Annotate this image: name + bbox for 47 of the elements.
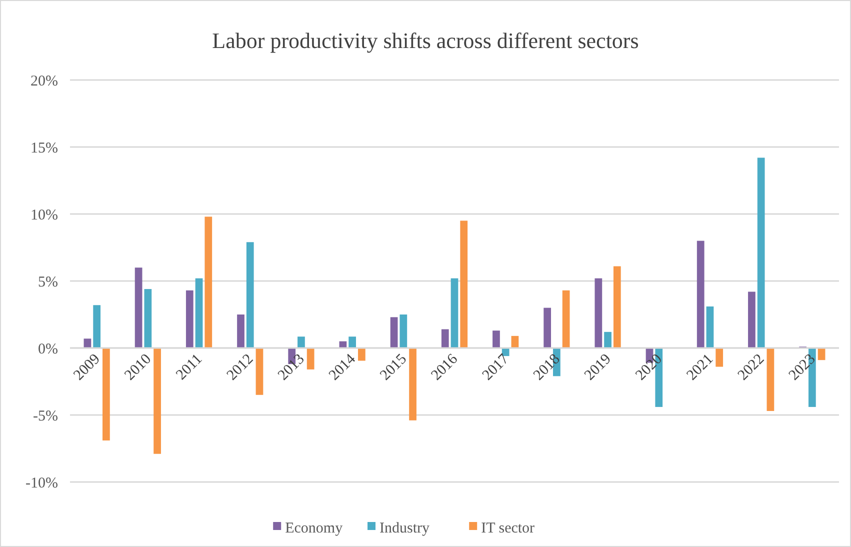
bar — [102, 348, 110, 440]
bar — [358, 348, 366, 361]
bar — [390, 317, 398, 348]
y-tick-label: 15% — [30, 140, 58, 156]
bar — [409, 348, 416, 420]
bar — [84, 338, 92, 348]
y-tick-label: -10% — [26, 475, 58, 492]
bar — [400, 314, 408, 348]
y-tick-label: 20% — [30, 73, 58, 90]
legend-label: Industry — [380, 520, 430, 536]
bar — [204, 216, 212, 348]
bar — [306, 348, 314, 370]
bar — [613, 266, 621, 348]
bar — [348, 336, 356, 348]
bar — [757, 158, 765, 348]
bar — [186, 290, 194, 348]
bar — [246, 242, 254, 348]
bar — [766, 348, 774, 411]
chart-title: Labor productivity shifts across different sectors — [212, 28, 639, 53]
bar — [562, 290, 570, 348]
legend-label: Economy — [285, 520, 344, 536]
bar — [195, 278, 203, 348]
bar — [511, 336, 519, 348]
bar — [298, 336, 305, 348]
x-tick-label: 2011 — [173, 351, 206, 384]
bar — [492, 330, 500, 348]
bar — [460, 220, 468, 348]
bar — [696, 240, 704, 348]
bar — [134, 268, 142, 348]
bar — [144, 289, 152, 348]
y-tick-label: 0% — [38, 341, 58, 358]
bar — [154, 348, 161, 454]
y-tick-label: 10% — [30, 207, 58, 224]
bar — [604, 332, 612, 348]
bar — [594, 278, 602, 348]
bar — [441, 329, 449, 348]
bar — [256, 348, 264, 395]
bar — [748, 292, 756, 348]
bar — [716, 348, 724, 367]
legend-label: IT sector — [481, 520, 535, 536]
bar — [93, 305, 101, 348]
bar — [544, 308, 552, 348]
bar — [706, 306, 714, 348]
y-tick-label: 5% — [38, 274, 58, 290]
bar — [450, 278, 458, 348]
bar — [237, 314, 244, 348]
y-tick-label: -5% — [33, 408, 58, 424]
